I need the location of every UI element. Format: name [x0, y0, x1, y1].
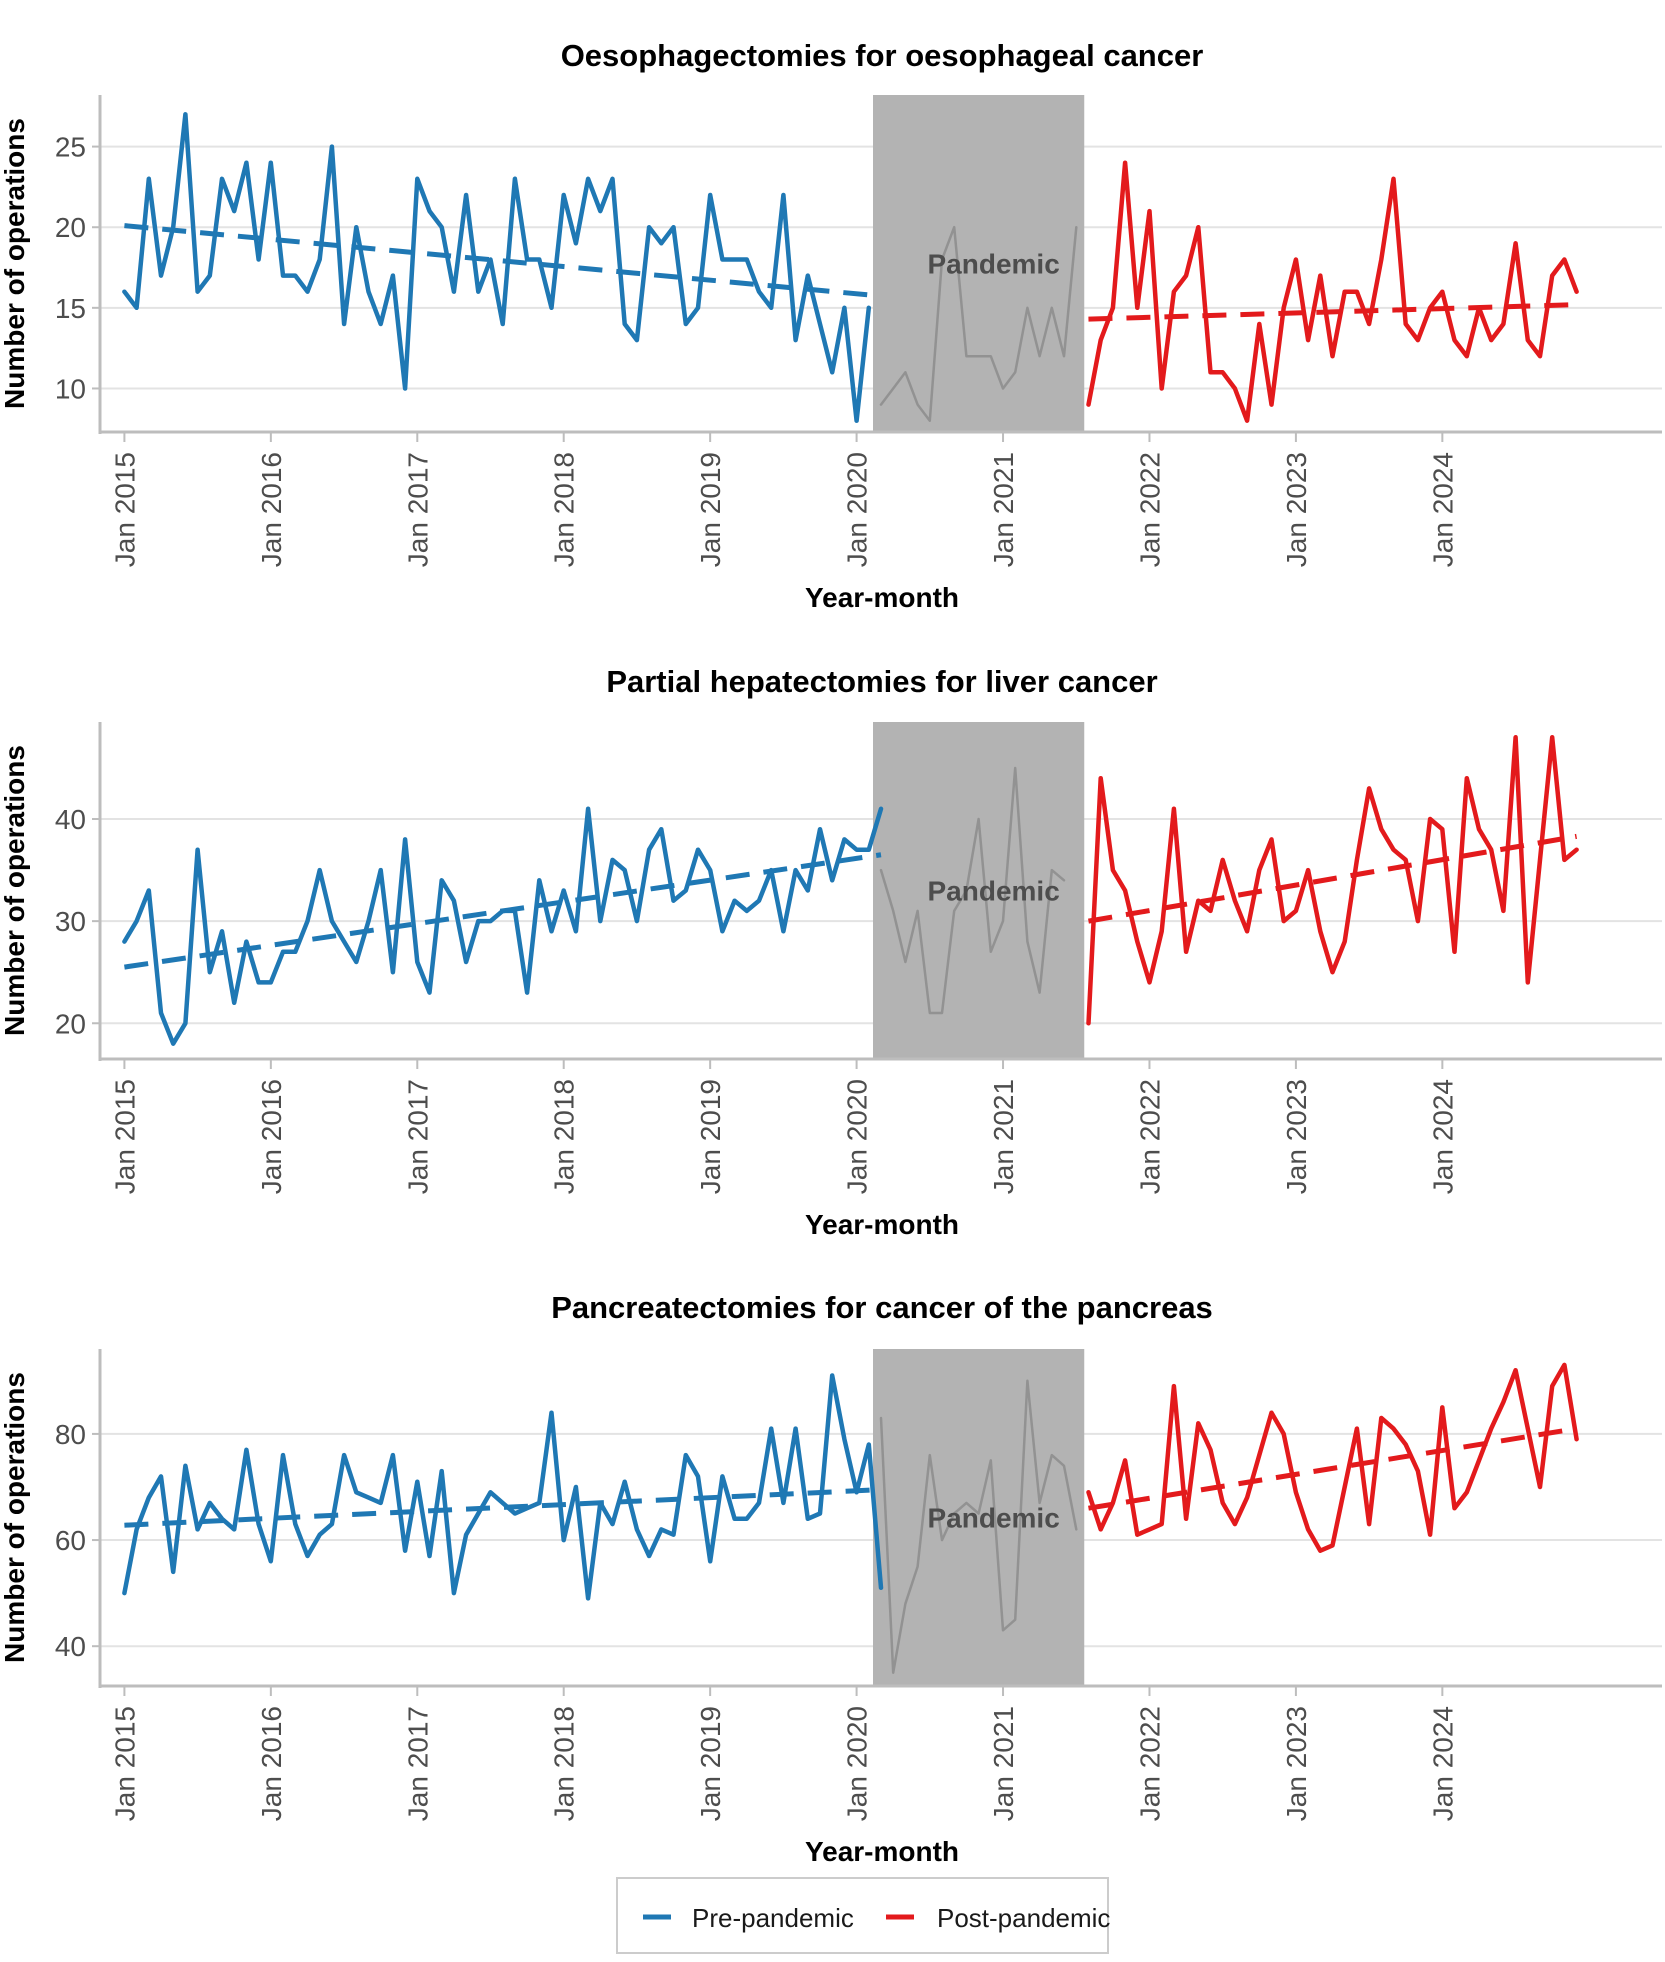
x-tick-label: Jan 2018	[549, 452, 580, 567]
x-tick-label: Jan 2017	[402, 452, 433, 567]
trend-line-pre-pandemic	[124, 223, 870, 298]
y-axis-title: Number of operations	[0, 745, 30, 1036]
x-tick-label: Jan 2024	[1427, 1079, 1458, 1194]
x-tick-label: Jan 2021	[988, 1706, 1019, 1821]
series-line-pandemic	[879, 766, 1066, 1015]
chart-title: Pancreatectomies for cancer of the pancr…	[551, 1290, 1213, 1325]
x-tick-label: Jan 2023	[1281, 1079, 1312, 1194]
panel-1: Oesophagectomies for oesophageal cancer 1…	[0, 38, 1662, 613]
x-tick-label: Jan 2024	[1427, 452, 1458, 567]
x-tick-label: Jan 2022	[1134, 1706, 1165, 1821]
y-tick-label: 40	[55, 1631, 86, 1662]
series-line-post-pandemic	[1086, 1362, 1579, 1553]
legend: Pre-pandemic Post-pandemic	[616, 1877, 1110, 1954]
x-tick-label: Jan 2020	[842, 1079, 873, 1194]
panel-2: Partial hepatectomies for liver cancer 20…	[0, 664, 1662, 1240]
x-tick-label: Jan 2023	[1281, 1706, 1312, 1821]
series-line-pandemic	[879, 225, 1078, 422]
trend-line-post-pandemic	[1088, 302, 1577, 322]
x-tick-label: Jan 2018	[549, 1079, 580, 1194]
pandemic-band	[873, 1349, 1085, 1686]
series-line-pre-pandemic	[122, 112, 872, 423]
pandemic-band	[873, 95, 1085, 432]
x-tick-label: Jan 2019	[695, 452, 726, 567]
x-tick-label: Jan 2022	[1134, 452, 1165, 567]
x-tick-label: Jan 2024	[1427, 1706, 1458, 1821]
x-tick-label: Jan 2020	[842, 1706, 873, 1821]
legend-label-post-pandemic: Post-pandemic	[937, 1903, 1110, 1933]
trend-line-post-pandemic	[1088, 1426, 1577, 1511]
legend-box	[616, 1877, 1109, 1954]
x-axis-title: Year-month	[805, 582, 959, 613]
panel-3: Pancreatectomies for cancer of the pancr…	[0, 1290, 1662, 1867]
x-tick-label: Jan 2023	[1281, 452, 1312, 567]
series-line-pandemic	[879, 1379, 1078, 1674]
y-tick-label: 20	[55, 1008, 86, 1039]
y-tick-label: 30	[55, 906, 86, 937]
chart-title: Oesophagectomies for oesophageal cancer	[561, 38, 1204, 73]
y-tick-label: 25	[55, 132, 86, 163]
series-line-post-pandemic	[1086, 735, 1579, 1026]
x-tick-label: Jan 2019	[695, 1706, 726, 1821]
y-axis-title: Number of operations	[0, 118, 30, 409]
series-line-post-pandemic	[1086, 160, 1579, 423]
x-tick-label: Jan 2022	[1134, 1079, 1165, 1194]
x-tick-label: Jan 2018	[549, 1706, 580, 1821]
x-tick-label: Jan 2016	[256, 1706, 287, 1821]
y-tick-label: 80	[55, 1419, 86, 1450]
x-tick-label: Jan 2021	[988, 452, 1019, 567]
y-tick-label: 60	[55, 1525, 86, 1556]
x-axis-title: Year-month	[805, 1836, 959, 1867]
x-tick-label: Jan 2016	[256, 1079, 287, 1194]
pandemic-label: Pandemic	[927, 249, 1059, 280]
x-tick-label: Jan 2015	[109, 1079, 140, 1194]
series-line-pre-pandemic	[122, 806, 884, 1046]
y-axis-title: Number of operations	[0, 1372, 30, 1663]
x-tick-label: Jan 2019	[695, 1079, 726, 1194]
x-tick-label: Jan 2017	[402, 1706, 433, 1821]
trend-line-pre-pandemic	[124, 852, 882, 970]
legend-label-pre-pandemic: Pre-pandemic	[692, 1903, 854, 1933]
pandemic-label: Pandemic	[927, 876, 1059, 907]
series-line-pre-pandemic	[122, 1373, 884, 1601]
y-tick-label: 40	[55, 804, 86, 835]
x-tick-label: Jan 2015	[109, 452, 140, 567]
chart-title: Partial hepatectomies for liver cancer	[606, 664, 1157, 699]
y-tick-label: 20	[55, 212, 86, 243]
trend-line-pre-pandemic	[124, 1487, 882, 1528]
y-tick-label: 15	[55, 293, 86, 324]
x-axis-title: Year-month	[805, 1209, 959, 1240]
x-tick-label: Jan 2015	[109, 1706, 140, 1821]
y-tick-label: 10	[55, 373, 86, 404]
x-tick-label: Jan 2020	[842, 452, 873, 567]
x-tick-label: Jan 2021	[988, 1079, 1019, 1194]
x-tick-label: Jan 2017	[402, 1079, 433, 1194]
x-tick-label: Jan 2016	[256, 452, 287, 567]
trend-line-post-pandemic	[1088, 833, 1578, 924]
pandemic-label: Pandemic	[927, 1503, 1059, 1534]
